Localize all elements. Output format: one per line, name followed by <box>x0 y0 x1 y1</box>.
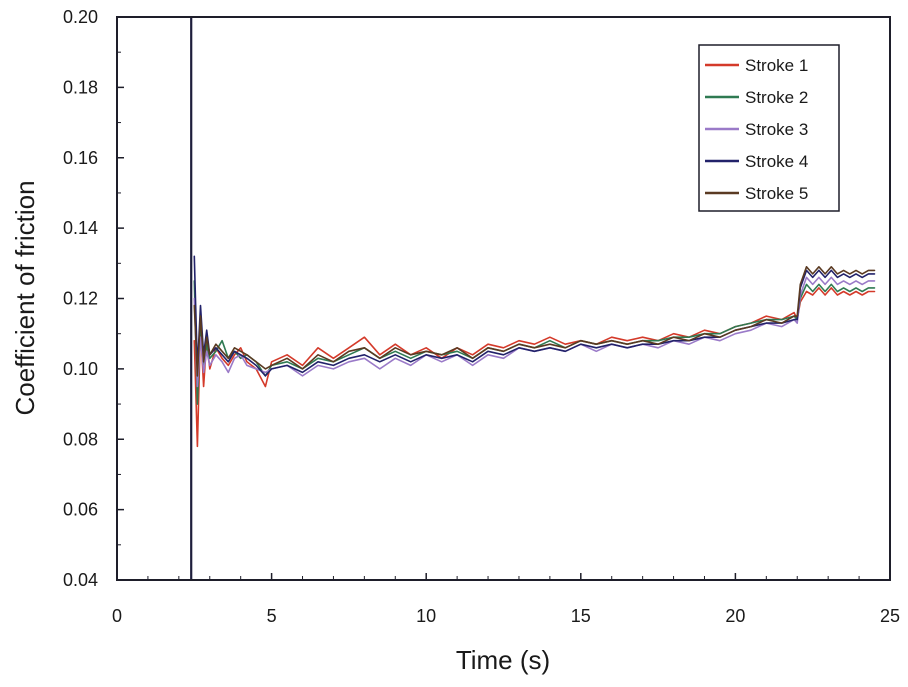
y-axis-title: Coefficient of friction <box>10 180 40 415</box>
legend-label-stroke-3: Stroke 3 <box>745 120 808 139</box>
y-tick-label: 0.20 <box>63 7 98 27</box>
series-layer <box>193 255 876 448</box>
x-tick-label: 25 <box>880 606 900 626</box>
x-axis: 0 5 10 15 20 25 <box>112 573 900 626</box>
legend-label-stroke-1: Stroke 1 <box>745 56 808 75</box>
series-line-stroke-5 <box>193 265 876 377</box>
legend-label-stroke-5: Stroke 5 <box>745 184 808 203</box>
legend: Stroke 1 Stroke 2 Stroke 3 Stroke 4 Stroke 5 <box>698 44 840 212</box>
y-axis: 0.04 0.06 0.08 0.10 0.12 0.14 0.16 0.18 0.20 <box>63 7 124 590</box>
y-tick-label: 0.16 <box>63 148 98 168</box>
legend-label-stroke-2: Stroke 2 <box>745 88 808 107</box>
x-tick-label: 0 <box>112 606 122 626</box>
x-tick-label: 15 <box>571 606 591 626</box>
y-tick-label: 0.14 <box>63 218 98 238</box>
x-tick-label: 20 <box>725 606 745 626</box>
x-tick-label: 5 <box>267 606 277 626</box>
y-tick-label: 0.10 <box>63 359 98 379</box>
y-tick-label: 0.06 <box>63 500 98 520</box>
y-tick-label: 0.12 <box>63 289 98 309</box>
y-tick-label: 0.08 <box>63 429 98 449</box>
legend-label-stroke-4: Stroke 4 <box>745 152 808 171</box>
y-tick-label: 0.18 <box>63 77 98 97</box>
x-tick-label: 10 <box>416 606 436 626</box>
y-tick-label: 0.04 <box>63 570 98 590</box>
series-line-stroke-4 <box>193 255 876 377</box>
x-axis-title: Time (s) <box>456 645 550 675</box>
